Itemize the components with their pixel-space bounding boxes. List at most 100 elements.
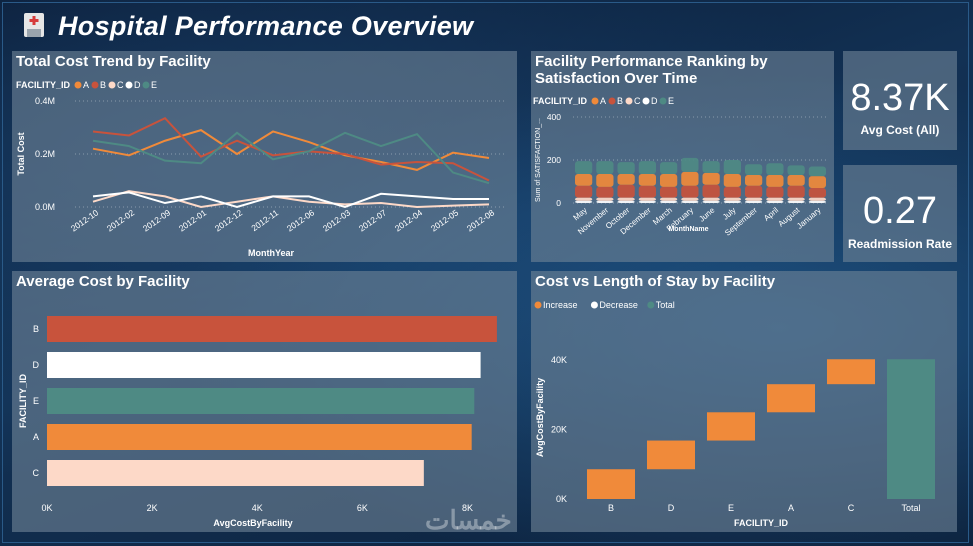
legend-marker-b	[91, 81, 99, 89]
legend-marker-a	[591, 97, 599, 105]
series-line-c	[92, 190, 490, 209]
legend-label-a: A	[600, 96, 606, 106]
ribbon-segment-d	[745, 200, 763, 203]
legend-marker-d	[125, 81, 133, 89]
ribbon-segment-c	[596, 197, 614, 201]
page-title: Hospital Performance Overview	[58, 10, 474, 41]
x-tick-label: 0K	[41, 503, 52, 513]
ribbon-segment-c	[702, 197, 720, 201]
series-line-d	[92, 191, 489, 209]
ranking-chart-title-1: Facility Performance Ranking by	[535, 53, 768, 70]
x-tick-label: 2012-04	[393, 207, 425, 233]
ribbon-segment-a	[787, 175, 805, 186]
legend-label-d: D	[134, 80, 141, 90]
ribbon-segment-a	[766, 175, 784, 187]
waterfall-bar-e	[707, 412, 755, 441]
bar-chart-panel[interactable]: Average Cost by Facility B D E A C 0K 2K 4K 6K 8K…	[12, 271, 517, 532]
ribbon-segment-d	[617, 200, 635, 203]
ribbon-segment-e	[638, 161, 656, 174]
ribbon-segment-a	[702, 172, 720, 185]
bar-c	[47, 460, 424, 486]
y-tick-label: 0.4M	[35, 96, 55, 106]
ribbon-segment-a	[745, 175, 763, 186]
x-tick-label: 2012-11	[249, 207, 280, 233]
x-tick-label: 4K	[252, 503, 263, 513]
ribbon-segment-d	[596, 200, 614, 203]
y-tick-label: 20K	[551, 424, 567, 434]
ribbon-segment-b	[723, 186, 741, 198]
header: Hospital Performance Overview	[22, 8, 473, 44]
kpi-avg-cost-card[interactable]: 8.37K Avg Cost (All)	[843, 51, 957, 150]
ribbon-segment-d	[723, 200, 741, 203]
x-tick-label: 2K	[147, 503, 158, 513]
legend-label-b: B	[100, 80, 106, 90]
ribbon-segment-b	[745, 185, 763, 198]
y-tick-label: C	[33, 468, 40, 478]
x-tick-label: 2012-06	[285, 207, 317, 233]
x-tick-label: 2012-12	[213, 207, 245, 233]
x-tick-label: B	[608, 503, 614, 513]
line-chart-panel[interactable]: Total Cost Trend by Facility FACILITY_ID…	[12, 51, 517, 262]
waterfall-bar-c	[827, 359, 875, 385]
bar-a	[47, 424, 472, 450]
legend-marker-increase	[534, 301, 542, 309]
ribbon-segment-b	[660, 186, 678, 198]
x-tick-label: January	[795, 206, 823, 231]
x-axis-title: MonthName	[668, 226, 708, 233]
x-tick-label: July	[721, 206, 738, 222]
kpi-readmission-label: Readmission Rate	[847, 237, 953, 251]
x-tick-label: Total	[901, 503, 920, 513]
ribbon-segment-b	[575, 185, 593, 198]
y-axis-title: Sum of SATISFACTION_...	[535, 118, 542, 202]
x-axis-title: MonthYear	[248, 248, 295, 258]
waterfall-bar-b	[587, 469, 635, 499]
legend-label-total: Total	[656, 300, 675, 310]
ribbon-segment-d	[766, 200, 784, 203]
line-chart: FACILITY_ID A B C D E 0.0M 0.2M 0.4M Total Cost 20…	[16, 80, 507, 258]
x-tick-label: E	[728, 503, 734, 513]
y-tick-label: 0	[556, 198, 561, 208]
legend-label-increase: Increase	[543, 300, 578, 310]
ribbon-segment-b	[617, 184, 635, 198]
ribbon-segment-c	[723, 197, 741, 201]
y-tick-label: 0.0M	[35, 202, 55, 212]
legend-marker-e	[659, 97, 667, 105]
waterfall-chart: Increase Decrease Total 0K 20K 40K AvgCostByFa…	[534, 300, 935, 528]
ranking-chart-panel[interactable]: Facility Performance Ranking by Satisfac…	[531, 51, 834, 262]
legend-label-b: B	[617, 96, 623, 106]
ribbon-segment-d	[638, 200, 656, 203]
y-axis-title: AvgCostByFacility	[535, 378, 545, 457]
ribbon-segment-b	[787, 185, 805, 198]
waterfall-bar-a	[767, 384, 815, 413]
ribbon-segment-c	[660, 197, 678, 201]
line-chart-title: Total Cost Trend by Facility	[16, 53, 211, 70]
ribbon-segment-b	[638, 185, 656, 198]
series-line-a	[92, 129, 490, 171]
bar-d	[47, 352, 481, 378]
ribbon-segment-e	[808, 166, 826, 177]
bar-e	[47, 388, 475, 414]
legend-marker-total	[647, 301, 655, 309]
ribbon-segment-d	[681, 200, 699, 203]
watermark: خمسات	[425, 505, 512, 535]
kpi-readmission-card[interactable]: 0.27 Readmission Rate	[843, 165, 957, 262]
x-tick-label: C	[848, 503, 855, 513]
x-tick-label: A	[788, 503, 794, 513]
bar-chart: B D E A C 0K 2K 4K 6K 8K AvgCostByFacility FACILITY…	[18, 316, 497, 528]
ribbon-segment-e	[617, 162, 635, 174]
waterfall-chart-panel[interactable]: Cost vs Length of Stay by Facility Incre…	[531, 271, 957, 532]
ribbon-segment-d	[660, 200, 678, 203]
ribbon-segment-a	[617, 173, 635, 185]
x-tick-label: 2012-03	[321, 207, 353, 233]
legend-marker-b	[608, 97, 616, 105]
ribbon-segment-b	[808, 187, 826, 198]
ribbon-segment-c	[808, 197, 826, 201]
ribbon-segment-d	[787, 200, 805, 203]
ribbon-segment-e	[745, 164, 763, 176]
ribbon-segment-b	[702, 184, 720, 198]
ribbon-segment-e	[787, 165, 805, 176]
waterfall-chart-title: Cost vs Length of Stay by Facility	[535, 273, 776, 290]
ribbon-segment-c	[745, 197, 763, 201]
ribbon-segment-d	[808, 200, 826, 203]
